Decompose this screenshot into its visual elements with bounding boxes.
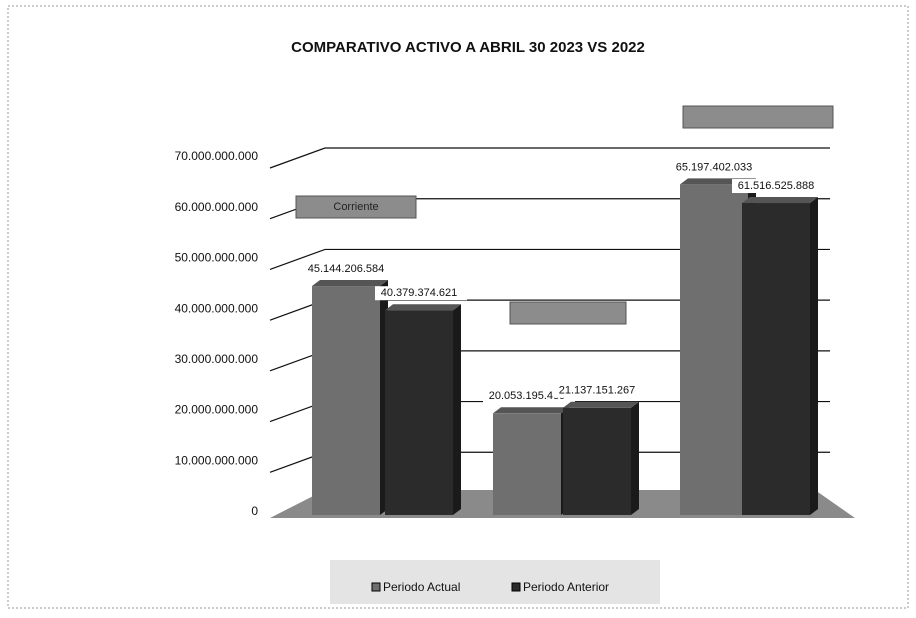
legend-label: Periodo Anterior <box>523 580 609 594</box>
legend-label: Periodo Actual <box>383 580 460 594</box>
value-label-bg <box>483 389 575 404</box>
value-label-bg <box>302 262 394 277</box>
y-tick-label: 70.000.000.000 <box>175 149 259 163</box>
value-label: 45.144.206.584 <box>308 263 384 275</box>
chart-frame <box>7 5 909 609</box>
y-tick-label: 30.000.000.000 <box>175 352 259 366</box>
value-label: 21.137.151.267 <box>559 385 635 397</box>
bar-top <box>385 304 461 311</box>
value-label-bg <box>375 286 467 301</box>
y-tick-label: 10.000.000.000 <box>175 453 259 467</box>
bar <box>385 310 453 515</box>
legend-swatch <box>371 582 381 592</box>
bar-top <box>312 280 388 287</box>
bar-side <box>453 304 461 515</box>
y-tick-label: 60.000.000.000 <box>175 200 259 214</box>
legend-box <box>330 560 660 604</box>
bar <box>493 413 561 515</box>
category-label: Corriente <box>333 201 378 213</box>
bar-side <box>810 197 818 516</box>
bar-top <box>563 401 639 408</box>
grid-line <box>269 147 830 169</box>
value-label-bg <box>732 179 824 194</box>
value-label: 20.053.195.439 <box>489 390 565 402</box>
bar <box>742 203 810 516</box>
bar-side <box>631 401 639 515</box>
y-tick-label: 20.000.000.000 <box>175 403 259 417</box>
y-tick-label: 50.000.000.000 <box>175 251 259 265</box>
bar-top <box>493 407 569 414</box>
bar <box>312 286 380 515</box>
value-label: 65.197.402.033 <box>676 161 752 173</box>
category-box <box>509 301 627 325</box>
value-label-bg <box>670 160 762 175</box>
value-label-bg <box>553 383 645 398</box>
y-tick-label: 0 <box>251 504 258 518</box>
bar-top <box>742 197 818 204</box>
category-box <box>295 195 417 219</box>
y-tick-label: 40.000.000.000 <box>175 301 259 315</box>
value-label: 61.516.525.888 <box>738 180 814 192</box>
category-box <box>682 105 834 129</box>
legend-swatch <box>511 582 521 592</box>
value-label: 40.379.374.621 <box>381 287 457 299</box>
bar <box>563 407 631 515</box>
chart-title: COMPARATIVO ACTIVO A ABRIL 30 2023 VS 20… <box>291 39 645 56</box>
bar <box>680 184 748 516</box>
grid-line <box>269 248 830 270</box>
